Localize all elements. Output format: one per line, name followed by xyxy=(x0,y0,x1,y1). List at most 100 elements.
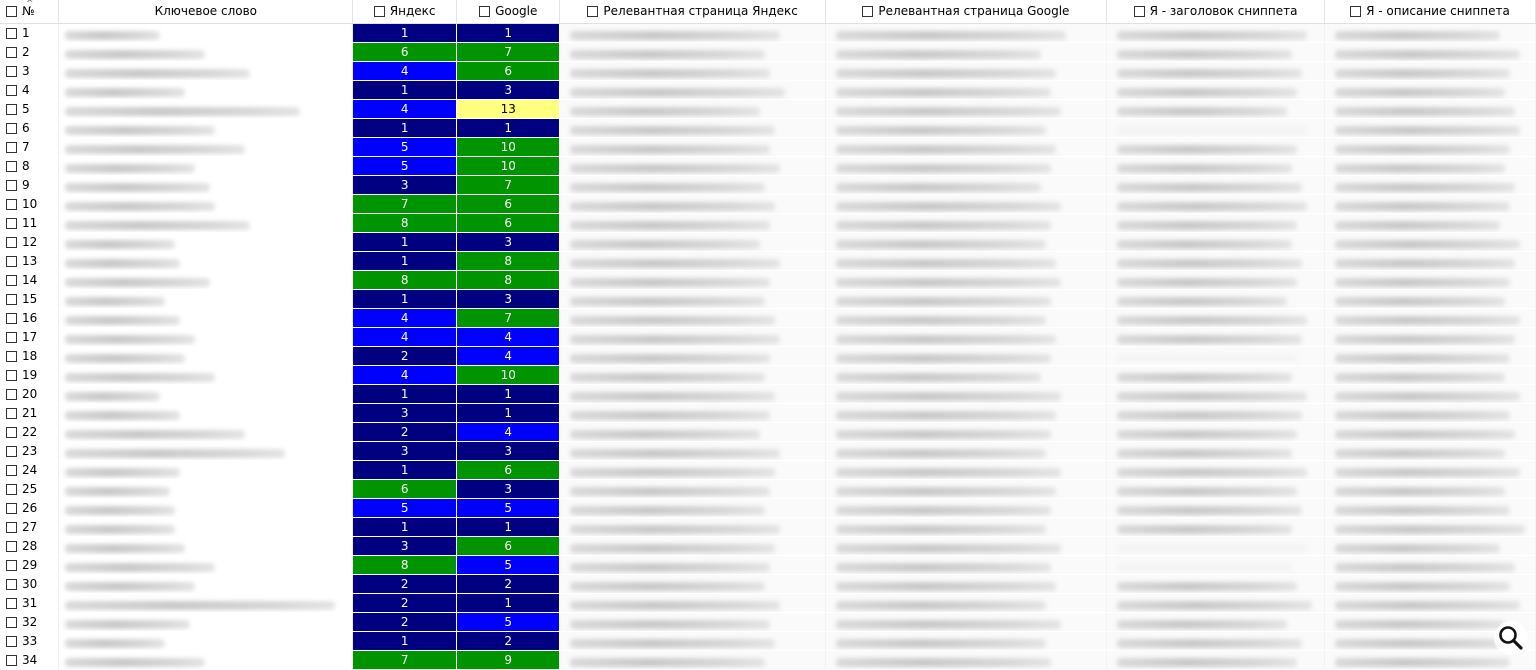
row-checkbox[interactable] xyxy=(6,85,17,96)
keyword-cell[interactable] xyxy=(58,346,354,366)
row-checkbox[interactable] xyxy=(6,142,17,153)
google-position-cell[interactable]: 10 xyxy=(456,365,561,385)
google-position-cell[interactable]: 1 xyxy=(456,517,561,537)
row-number-cell[interactable]: 16 xyxy=(0,308,60,328)
relevant-yandex-cell[interactable] xyxy=(559,422,826,442)
row-number-cell[interactable]: 32 xyxy=(0,612,60,632)
snippet-title-cell[interactable] xyxy=(1106,517,1325,537)
relevant-google-checkbox[interactable] xyxy=(862,6,874,17)
keyword-cell[interactable] xyxy=(58,574,354,594)
row-checkbox[interactable] xyxy=(6,256,17,267)
snippet-description-cell[interactable] xyxy=(1324,194,1536,214)
google-position-cell[interactable]: 7 xyxy=(456,42,561,62)
row-number-cell[interactable]: 19 xyxy=(0,365,60,385)
snippet-description-cell[interactable] xyxy=(1324,213,1536,233)
row-number-cell[interactable]: 34 xyxy=(0,650,60,670)
google-position-cell[interactable]: 7 xyxy=(456,175,561,195)
row-checkbox[interactable] xyxy=(6,617,17,628)
snippet-title-cell[interactable] xyxy=(1106,612,1325,632)
google-position-cell[interactable]: 1 xyxy=(456,384,561,404)
row-number-cell[interactable]: 30 xyxy=(0,574,60,594)
snippet-title-cell[interactable] xyxy=(1106,498,1325,518)
row-number-cell[interactable]: 2 xyxy=(0,42,60,62)
row-checkbox[interactable] xyxy=(6,180,17,191)
row-number-cell[interactable]: 33 xyxy=(0,631,60,651)
relevant-yandex-cell[interactable] xyxy=(559,175,826,195)
relevant-google-cell[interactable] xyxy=(825,42,1108,62)
row-number-cell[interactable]: 12 xyxy=(0,232,60,252)
relevant-google-cell[interactable] xyxy=(825,460,1108,480)
snippet-title-cell[interactable] xyxy=(1106,137,1325,157)
google-position-cell[interactable]: 1 xyxy=(456,118,561,138)
row-number-cell[interactable]: 20 xyxy=(0,384,60,404)
google-position-cell[interactable]: 3 xyxy=(456,289,561,309)
snippet-title-cell[interactable] xyxy=(1106,593,1325,613)
snippet-title-cell[interactable] xyxy=(1106,403,1325,423)
yandex-position-cell[interactable]: 5 xyxy=(352,156,457,176)
table-row[interactable]: 28 3 6 xyxy=(0,536,1536,556)
table-row[interactable]: 13 1 8 xyxy=(0,251,1536,271)
yandex-position-cell[interactable]: 1 xyxy=(352,251,457,271)
snippet-title-cell[interactable] xyxy=(1106,23,1325,43)
row-checkbox[interactable] xyxy=(6,47,17,58)
keyword-cell[interactable] xyxy=(58,403,354,423)
row-number-cell[interactable]: 17 xyxy=(0,327,60,347)
select-all-checkbox[interactable] xyxy=(6,6,17,17)
keyword-cell[interactable] xyxy=(58,156,354,176)
relevant-google-cell[interactable] xyxy=(825,612,1108,632)
relevant-google-cell[interactable] xyxy=(825,650,1108,670)
relevant-yandex-cell[interactable] xyxy=(559,631,826,651)
keyword-cell[interactable] xyxy=(58,460,354,480)
table-row[interactable]: 8 5 10 xyxy=(0,156,1536,176)
row-number-cell[interactable]: 11 xyxy=(0,213,60,233)
keyword-cell[interactable] xyxy=(58,498,354,518)
yandex-position-cell[interactable]: 8 xyxy=(352,270,457,290)
yandex-position-cell[interactable]: 2 xyxy=(352,593,457,613)
row-number-cell[interactable]: 4 xyxy=(0,80,60,100)
relevant-google-cell[interactable] xyxy=(825,536,1108,556)
row-number-cell[interactable]: 21 xyxy=(0,403,60,423)
table-row[interactable]: 27 1 1 xyxy=(0,517,1536,537)
relevant-google-cell[interactable] xyxy=(825,631,1108,651)
relevant-yandex-cell[interactable] xyxy=(559,498,826,518)
header-relevant-yandex[interactable]: Релевантная страница Яндекс xyxy=(559,0,826,24)
row-number-cell[interactable]: 29 xyxy=(0,555,60,575)
row-checkbox[interactable] xyxy=(6,446,17,457)
snippet-description-cell[interactable] xyxy=(1324,536,1536,556)
relevant-yandex-cell[interactable] xyxy=(559,574,826,594)
relevant-google-cell[interactable] xyxy=(825,99,1108,119)
snippet-description-cell[interactable] xyxy=(1324,517,1536,537)
header-snippet-title[interactable]: Я - заголовок сниппета xyxy=(1106,0,1325,24)
yandex-position-cell[interactable]: 4 xyxy=(352,327,457,347)
yandex-position-cell[interactable]: 6 xyxy=(352,479,457,499)
relevant-yandex-cell[interactable] xyxy=(559,251,826,271)
keyword-cell[interactable] xyxy=(58,384,354,404)
google-position-cell[interactable]: 4 xyxy=(456,346,561,366)
relevant-yandex-cell[interactable] xyxy=(559,61,826,81)
google-position-cell[interactable]: 8 xyxy=(456,270,561,290)
snippet-description-cell[interactable] xyxy=(1324,118,1536,138)
yandex-position-cell[interactable]: 5 xyxy=(352,137,457,157)
snippet-description-cell[interactable] xyxy=(1324,23,1536,43)
google-position-cell[interactable]: 4 xyxy=(456,327,561,347)
keyword-cell[interactable] xyxy=(58,175,354,195)
snippet-description-cell[interactable] xyxy=(1324,232,1536,252)
header-number[interactable]: № ^ xyxy=(0,0,60,24)
relevant-google-cell[interactable] xyxy=(825,365,1108,385)
row-checkbox[interactable] xyxy=(6,655,17,666)
keyword-cell[interactable] xyxy=(58,232,354,252)
yandex-position-cell[interactable]: 1 xyxy=(352,232,457,252)
row-checkbox[interactable] xyxy=(6,636,17,647)
row-checkbox[interactable] xyxy=(6,541,17,552)
relevant-yandex-cell[interactable] xyxy=(559,346,826,366)
row-checkbox[interactable] xyxy=(6,408,17,419)
relevant-yandex-cell[interactable] xyxy=(559,308,826,328)
yandex-position-cell[interactable]: 7 xyxy=(352,650,457,670)
snippet-description-cell[interactable] xyxy=(1324,42,1536,62)
relevant-yandex-cell[interactable] xyxy=(559,441,826,461)
relevant-google-cell[interactable] xyxy=(825,232,1108,252)
snippet-title-cell[interactable] xyxy=(1106,536,1325,556)
relevant-google-cell[interactable] xyxy=(825,441,1108,461)
relevant-google-cell[interactable] xyxy=(825,137,1108,157)
